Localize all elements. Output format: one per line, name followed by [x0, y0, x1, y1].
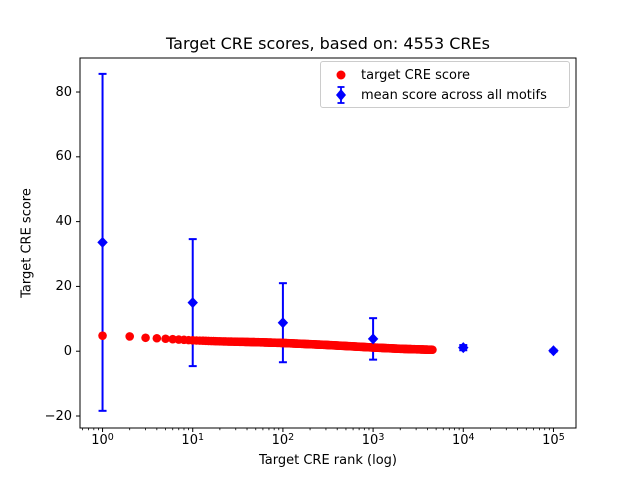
- red-circle-marker-icon: [321, 68, 361, 82]
- y-tick-label: 80: [55, 84, 72, 100]
- y-tick-label: 40: [55, 214, 72, 230]
- mean-score-diamond: [548, 345, 559, 357]
- mean-score-diamond: [277, 317, 289, 329]
- x-tick-label: 101: [181, 432, 205, 448]
- red-scatter-point: [98, 331, 107, 340]
- mean-score-diamond: [187, 297, 198, 309]
- axes-spines: [79, 57, 577, 429]
- red-scatter-point: [428, 345, 437, 355]
- x-tick-label: 102: [271, 432, 295, 448]
- y-axis-label: Target CRE score: [19, 188, 35, 298]
- mean-score-diamond: [97, 236, 108, 248]
- legend-entry-target-score: target CRE score: [321, 65, 569, 85]
- y-tick-label: −20: [44, 408, 72, 424]
- x-tick-label: 103: [361, 432, 385, 448]
- x-axis-label: Target CRE rank (log): [259, 453, 397, 468]
- x-tick-label: 100: [91, 432, 114, 448]
- red-scatter-point: [161, 334, 170, 344]
- red-scatter-point: [152, 333, 162, 343]
- mean-score-diamond: [367, 333, 379, 345]
- x-tick-label: 105: [542, 432, 565, 448]
- legend-label: mean score across all motifs: [361, 87, 547, 103]
- y-tick-label: 60: [55, 149, 72, 165]
- chart-title: Target CRE scores, based on: 4553 CREs: [166, 34, 490, 53]
- legend: target CRE score mean score across all m…: [320, 61, 570, 108]
- x-tick-label: 104: [451, 432, 475, 448]
- legend-entry-mean-score: mean score across all motifs: [321, 85, 569, 105]
- y-tick-label: 20: [55, 278, 72, 294]
- blue-diamond-errorbar-marker-icon: [321, 85, 361, 105]
- red-scatter-point: [125, 332, 134, 341]
- mean-score-diamond: [458, 342, 469, 354]
- red-scatter-point: [141, 333, 150, 343]
- y-tick-label: 0: [63, 343, 72, 359]
- legend-label: target CRE score: [361, 67, 471, 83]
